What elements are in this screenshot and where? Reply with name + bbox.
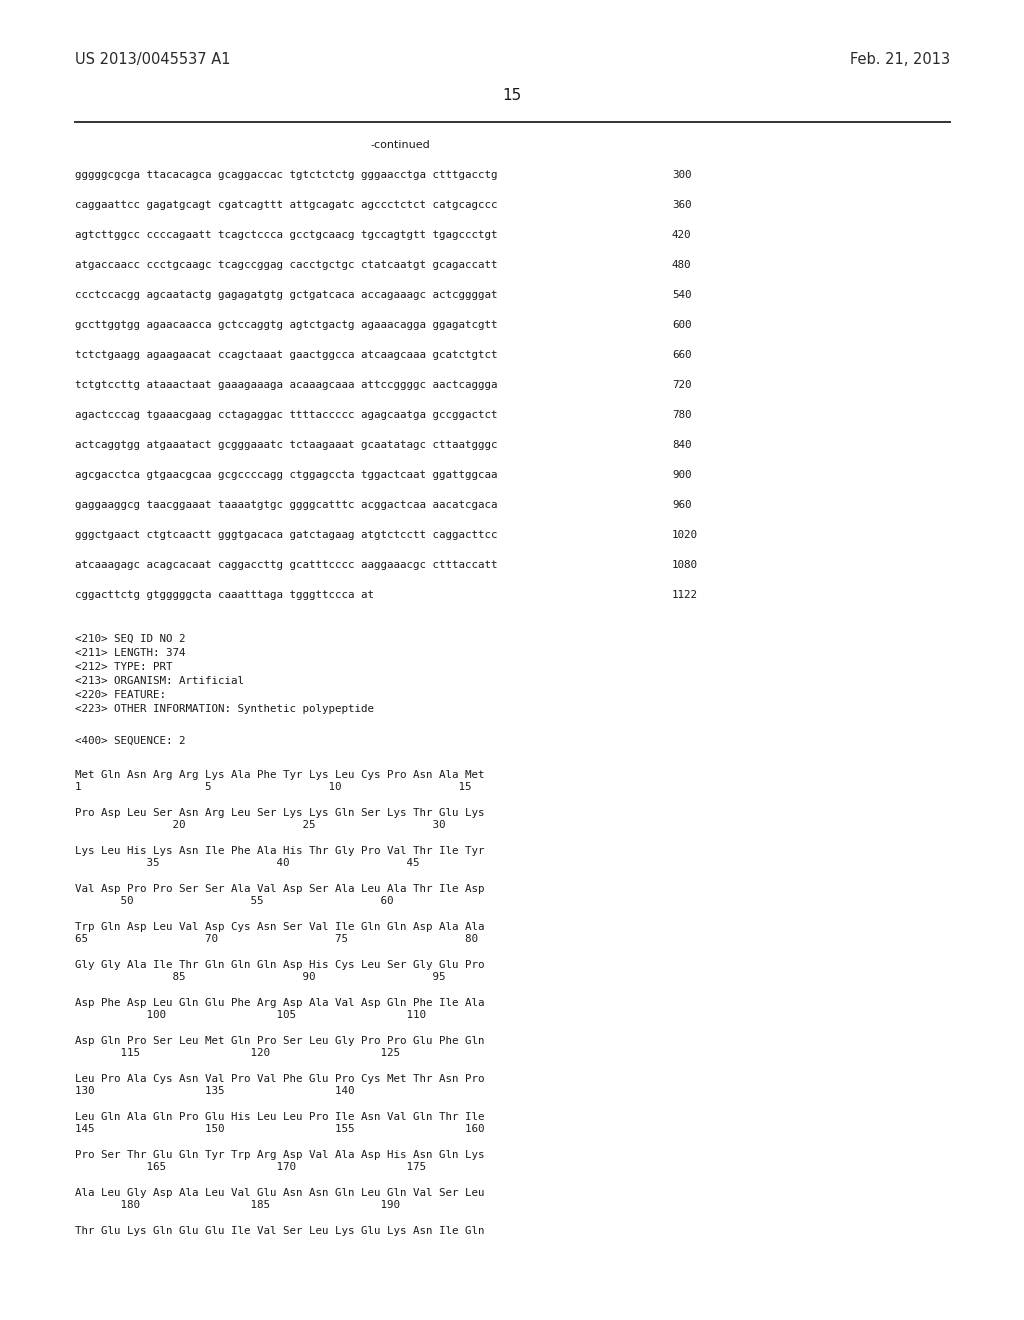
Text: 300: 300 [672,170,691,180]
Text: 900: 900 [672,470,691,480]
Text: 420: 420 [672,230,691,240]
Text: 1080: 1080 [672,560,698,570]
Text: <211> LENGTH: 374: <211> LENGTH: 374 [75,648,185,657]
Text: gaggaaggcg taacggaaat taaaatgtgc ggggcatttc acggactcaa aacatcgaca: gaggaaggcg taacggaaat taaaatgtgc ggggcat… [75,500,498,510]
Text: <223> OTHER INFORMATION: Synthetic polypeptide: <223> OTHER INFORMATION: Synthetic polyp… [75,704,374,714]
Text: 20                  25                  30: 20 25 30 [75,820,445,830]
Text: tctgtccttg ataaactaat gaaagaaaga acaaagcaaa attccggggc aactcaggga: tctgtccttg ataaactaat gaaagaaaga acaaagc… [75,380,498,389]
Text: agtcttggcc ccccagaatt tcagctccca gcctgcaacg tgccagtgtt tgagccctgt: agtcttggcc ccccagaatt tcagctccca gcctgca… [75,230,498,240]
Text: Leu Gln Ala Gln Pro Glu His Leu Leu Pro Ile Asn Val Gln Thr Ile: Leu Gln Ala Gln Pro Glu His Leu Leu Pro … [75,1111,484,1122]
Text: Pro Asp Leu Ser Asn Arg Leu Ser Lys Lys Gln Ser Lys Thr Glu Lys: Pro Asp Leu Ser Asn Arg Leu Ser Lys Lys … [75,808,484,818]
Text: tctctgaagg agaagaacat ccagctaaat gaactggcca atcaagcaaa gcatctgtct: tctctgaagg agaagaacat ccagctaaat gaactgg… [75,350,498,360]
Text: <400> SEQUENCE: 2: <400> SEQUENCE: 2 [75,737,185,746]
Text: -continued: -continued [370,140,430,150]
Text: 600: 600 [672,319,691,330]
Text: 480: 480 [672,260,691,271]
Text: 65                  70                  75                  80: 65 70 75 80 [75,935,478,944]
Text: 960: 960 [672,500,691,510]
Text: 360: 360 [672,201,691,210]
Text: 115                 120                 125: 115 120 125 [75,1048,400,1059]
Text: Asp Gln Pro Ser Leu Met Gln Pro Ser Leu Gly Pro Pro Glu Phe Gln: Asp Gln Pro Ser Leu Met Gln Pro Ser Leu … [75,1036,484,1045]
Text: 1                   5                  10                  15: 1 5 10 15 [75,781,471,792]
Text: Lys Leu His Lys Asn Ile Phe Ala His Thr Gly Pro Val Thr Ile Tyr: Lys Leu His Lys Asn Ile Phe Ala His Thr … [75,846,484,855]
Text: Gly Gly Ala Ile Thr Gln Gln Gln Asp His Cys Leu Ser Gly Glu Pro: Gly Gly Ala Ile Thr Gln Gln Gln Asp His … [75,960,484,970]
Text: Val Asp Pro Pro Ser Ser Ala Val Asp Ser Ala Leu Ala Thr Ile Asp: Val Asp Pro Pro Ser Ser Ala Val Asp Ser … [75,884,484,894]
Text: 1122: 1122 [672,590,698,601]
Text: 15: 15 [503,88,521,103]
Text: 85                  90                  95: 85 90 95 [75,972,445,982]
Text: Met Gln Asn Arg Arg Lys Ala Phe Tyr Lys Leu Cys Pro Asn Ala Met: Met Gln Asn Arg Arg Lys Ala Phe Tyr Lys … [75,770,484,780]
Text: 720: 720 [672,380,691,389]
Text: 780: 780 [672,411,691,420]
Text: gggctgaact ctgtcaactt gggtgacaca gatctagaag atgtctcctt caggacttcc: gggctgaact ctgtcaactt gggtgacaca gatctag… [75,531,498,540]
Text: <213> ORGANISM: Artificial: <213> ORGANISM: Artificial [75,676,244,686]
Text: Leu Pro Ala Cys Asn Val Pro Val Phe Glu Pro Cys Met Thr Asn Pro: Leu Pro Ala Cys Asn Val Pro Val Phe Glu … [75,1074,484,1084]
Text: <212> TYPE: PRT: <212> TYPE: PRT [75,663,172,672]
Text: <220> FEATURE:: <220> FEATURE: [75,690,166,700]
Text: ccctccacgg agcaatactg gagagatgtg gctgatcaca accagaaagc actcggggat: ccctccacgg agcaatactg gagagatgtg gctgatc… [75,290,498,300]
Text: actcaggtgg atgaaatact gcgggaaatc tctaagaaat gcaatatagc cttaatgggc: actcaggtgg atgaaatact gcgggaaatc tctaaga… [75,440,498,450]
Text: cggacttctg gtgggggcta caaatttaga tgggttccca at: cggacttctg gtgggggcta caaatttaga tgggttc… [75,590,374,601]
Text: US 2013/0045537 A1: US 2013/0045537 A1 [75,51,230,67]
Text: atcaaagagc acagcacaat caggaccttg gcatttcccc aaggaaacgc ctttaccatt: atcaaagagc acagcacaat caggaccttg gcatttc… [75,560,498,570]
Text: Ala Leu Gly Asp Ala Leu Val Glu Asn Asn Gln Leu Gln Val Ser Leu: Ala Leu Gly Asp Ala Leu Val Glu Asn Asn … [75,1188,484,1199]
Text: agactcccag tgaaacgaag cctagaggac ttttaccccc agagcaatga gccggactct: agactcccag tgaaacgaag cctagaggac ttttacc… [75,411,498,420]
Text: Trp Gln Asp Leu Val Asp Cys Asn Ser Val Ile Gln Gln Asp Ala Ala: Trp Gln Asp Leu Val Asp Cys Asn Ser Val … [75,921,484,932]
Text: <210> SEQ ID NO 2: <210> SEQ ID NO 2 [75,634,185,644]
Text: 540: 540 [672,290,691,300]
Text: 840: 840 [672,440,691,450]
Text: gccttggtgg agaacaacca gctccaggtg agtctgactg agaaacagga ggagatcgtt: gccttggtgg agaacaacca gctccaggtg agtctga… [75,319,498,330]
Text: 35                  40                  45: 35 40 45 [75,858,420,869]
Text: Feb. 21, 2013: Feb. 21, 2013 [850,51,950,67]
Text: Asp Phe Asp Leu Gln Glu Phe Arg Asp Ala Val Asp Gln Phe Ile Ala: Asp Phe Asp Leu Gln Glu Phe Arg Asp Ala … [75,998,484,1008]
Text: 660: 660 [672,350,691,360]
Text: Thr Glu Lys Gln Glu Glu Ile Val Ser Leu Lys Glu Lys Asn Ile Gln: Thr Glu Lys Gln Glu Glu Ile Val Ser Leu … [75,1226,484,1236]
Text: 180                 185                 190: 180 185 190 [75,1200,400,1210]
Text: 145                 150                 155                 160: 145 150 155 160 [75,1125,484,1134]
Text: 130                 135                 140: 130 135 140 [75,1086,354,1096]
Text: 50                  55                  60: 50 55 60 [75,896,393,906]
Text: 100                 105                 110: 100 105 110 [75,1010,426,1020]
Text: gggggcgcga ttacacagca gcaggaccac tgtctctctg gggaacctga ctttgacctg: gggggcgcga ttacacagca gcaggaccac tgtctct… [75,170,498,180]
Text: 165                 170                 175: 165 170 175 [75,1162,426,1172]
Text: agcgacctca gtgaacgcaa gcgccccagg ctggagccta tggactcaat ggattggcaa: agcgacctca gtgaacgcaa gcgccccagg ctggagc… [75,470,498,480]
Text: caggaattcc gagatgcagt cgatcagttt attgcagatc agccctctct catgcagccc: caggaattcc gagatgcagt cgatcagttt attgcag… [75,201,498,210]
Text: Pro Ser Thr Glu Gln Tyr Trp Arg Asp Val Ala Asp His Asn Gln Lys: Pro Ser Thr Glu Gln Tyr Trp Arg Asp Val … [75,1150,484,1160]
Text: 1020: 1020 [672,531,698,540]
Text: atgaccaacc ccctgcaagc tcagccggag cacctgctgc ctatcaatgt gcagaccatt: atgaccaacc ccctgcaagc tcagccggag cacctgc… [75,260,498,271]
